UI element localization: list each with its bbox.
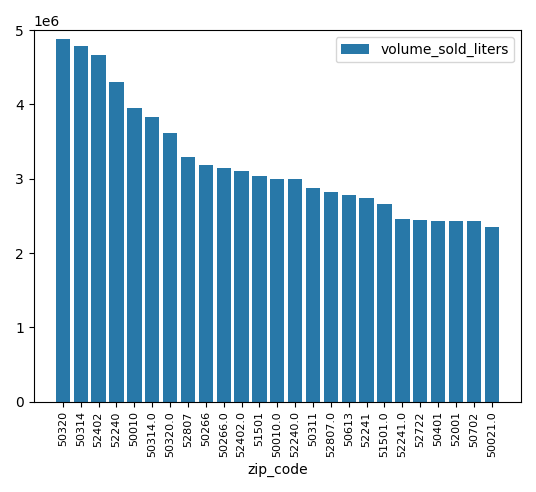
Bar bbox=[324, 192, 338, 401]
Bar bbox=[467, 221, 481, 401]
Bar bbox=[234, 171, 249, 401]
Bar bbox=[377, 204, 392, 401]
Bar bbox=[163, 133, 177, 401]
Bar bbox=[217, 168, 231, 401]
Bar bbox=[56, 39, 70, 401]
Bar bbox=[449, 221, 463, 401]
Bar bbox=[360, 198, 374, 401]
Bar bbox=[109, 82, 124, 401]
Bar bbox=[127, 108, 142, 401]
Bar bbox=[288, 179, 302, 401]
Bar bbox=[485, 227, 499, 401]
Legend: volume_sold_liters: volume_sold_liters bbox=[336, 37, 514, 62]
Bar bbox=[92, 55, 106, 401]
Bar bbox=[252, 176, 266, 401]
X-axis label: zip_code: zip_code bbox=[247, 463, 308, 477]
Bar bbox=[145, 117, 159, 401]
Bar bbox=[181, 157, 195, 401]
Bar bbox=[341, 195, 356, 401]
Bar bbox=[199, 165, 213, 401]
Bar bbox=[413, 220, 427, 401]
Bar bbox=[270, 179, 285, 401]
Bar bbox=[431, 221, 445, 401]
Bar bbox=[395, 219, 410, 401]
Bar bbox=[306, 187, 320, 401]
Bar bbox=[73, 46, 88, 401]
